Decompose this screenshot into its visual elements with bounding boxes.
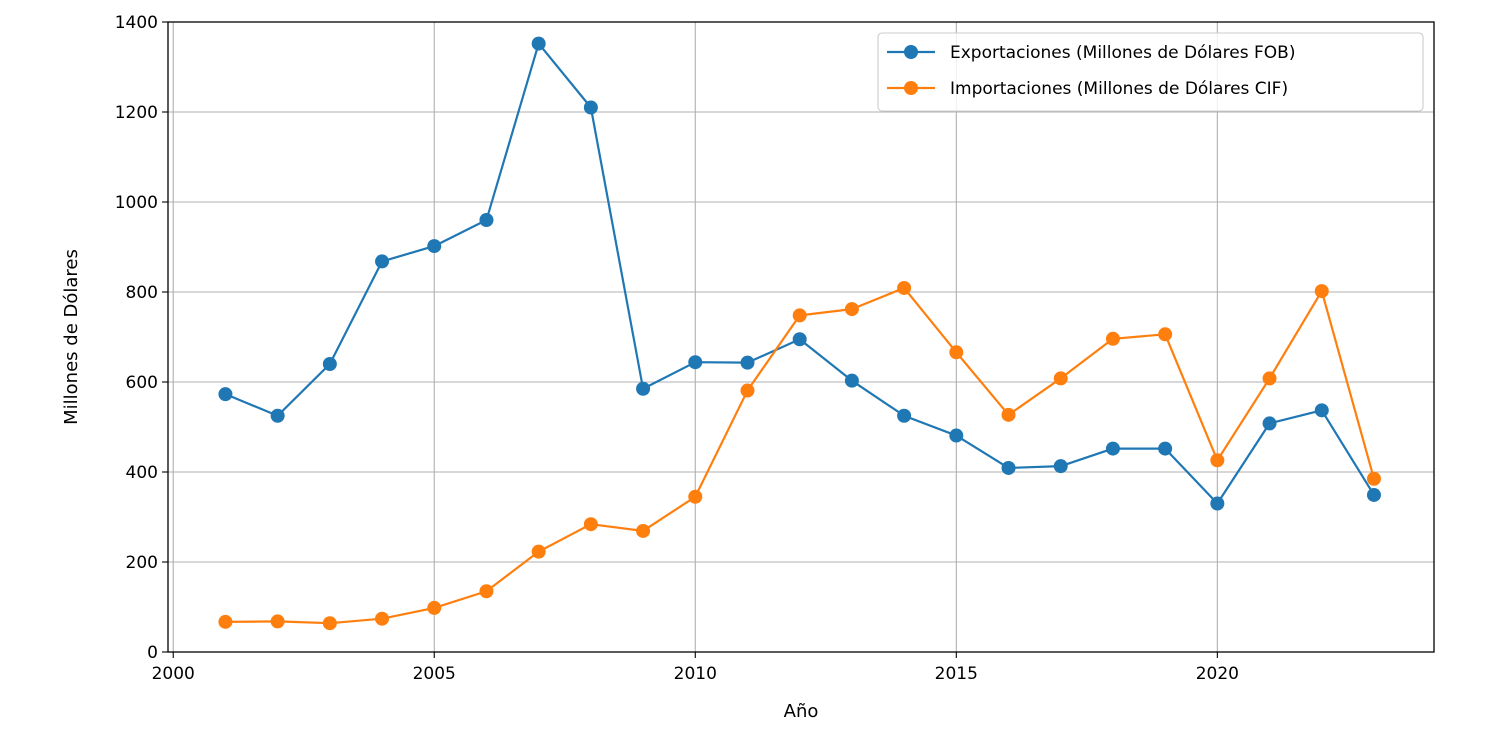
axis-ticks: 2000 2005 2010 2015 2020 0 200 400 600 800 1000 120… <box>115 13 1239 684</box>
x-tick-label: 2010 <box>674 664 717 684</box>
y-axis-label: Millones de Dólares <box>61 249 82 425</box>
legend-item: Importaciones (Millones de Dólares CIF) <box>887 79 1288 99</box>
data-point <box>792 308 807 323</box>
data-point <box>270 408 285 423</box>
series-exportaciones <box>218 36 1381 511</box>
y-tick-label: 800 <box>126 283 158 303</box>
legend-marker <box>904 45 918 59</box>
data-point <box>218 614 233 629</box>
y-tick-label: 1400 <box>115 13 158 33</box>
data-point <box>1262 371 1277 386</box>
legend: Exportaciones (Millones de Dólares FOB) I… <box>877 32 1424 112</box>
data-point <box>740 383 755 398</box>
legend-label: Exportaciones (Millones de Dólares FOB) <box>950 43 1295 63</box>
plot-frame <box>167 21 1435 653</box>
data-point <box>1105 331 1120 346</box>
data-point <box>688 489 703 504</box>
legend-item: Exportaciones (Millones de Dólares FOB) <box>887 43 1295 63</box>
x-tick-label: 2000 <box>152 664 195 684</box>
data-point <box>844 302 859 317</box>
legend-marker <box>904 81 918 95</box>
data-point <box>1314 403 1329 418</box>
y-tick-label: 0 <box>147 643 158 663</box>
data-point <box>636 523 651 538</box>
data-point <box>1366 487 1381 502</box>
legend-label: Importaciones (Millones de Dólares CIF) <box>950 79 1288 99</box>
series-importaciones <box>218 280 1381 631</box>
data-point <box>322 357 337 371</box>
data-point <box>1053 459 1068 474</box>
data-point <box>531 36 546 51</box>
data-point <box>427 239 442 254</box>
x-tick-label: 2005 <box>413 664 456 684</box>
data-point <box>792 332 807 347</box>
data-point <box>897 408 912 423</box>
data-point <box>1158 441 1173 456</box>
y-tick-label: 1000 <box>115 193 158 213</box>
y-tick-label: 600 <box>126 373 158 393</box>
data-point <box>583 100 598 115</box>
series-line <box>225 42 1375 505</box>
data-point <box>1210 453 1225 468</box>
data-point <box>1001 460 1016 475</box>
data-point <box>583 517 598 532</box>
data-point <box>1105 441 1120 456</box>
data-point <box>897 280 912 295</box>
legend-box <box>877 32 1424 112</box>
data-point <box>1314 284 1329 299</box>
data-point <box>844 373 859 388</box>
series-layer <box>218 36 1381 631</box>
data-point <box>322 616 337 631</box>
y-tick-label: 200 <box>126 553 158 573</box>
data-point <box>375 611 390 626</box>
data-point <box>1366 471 1381 486</box>
data-point <box>1158 327 1173 342</box>
data-point <box>531 544 546 559</box>
x-tick-label: 2020 <box>1196 664 1239 684</box>
data-point <box>479 213 494 227</box>
data-point <box>636 381 651 396</box>
y-tick-label: 1200 <box>115 103 158 123</box>
data-point <box>479 584 494 599</box>
data-point <box>1001 407 1016 422</box>
data-point <box>427 600 442 615</box>
data-point <box>270 614 285 629</box>
data-point <box>375 254 390 269</box>
data-point <box>949 428 964 443</box>
data-point <box>1210 496 1225 511</box>
x-axis-label: Año <box>784 701 819 722</box>
data-point <box>949 345 964 360</box>
y-tick-label: 400 <box>126 463 158 483</box>
data-point <box>1053 371 1068 386</box>
data-point <box>218 387 233 402</box>
x-tick-label: 2015 <box>935 664 978 684</box>
data-point <box>1262 416 1277 431</box>
data-point <box>688 355 703 370</box>
data-point <box>740 355 755 370</box>
